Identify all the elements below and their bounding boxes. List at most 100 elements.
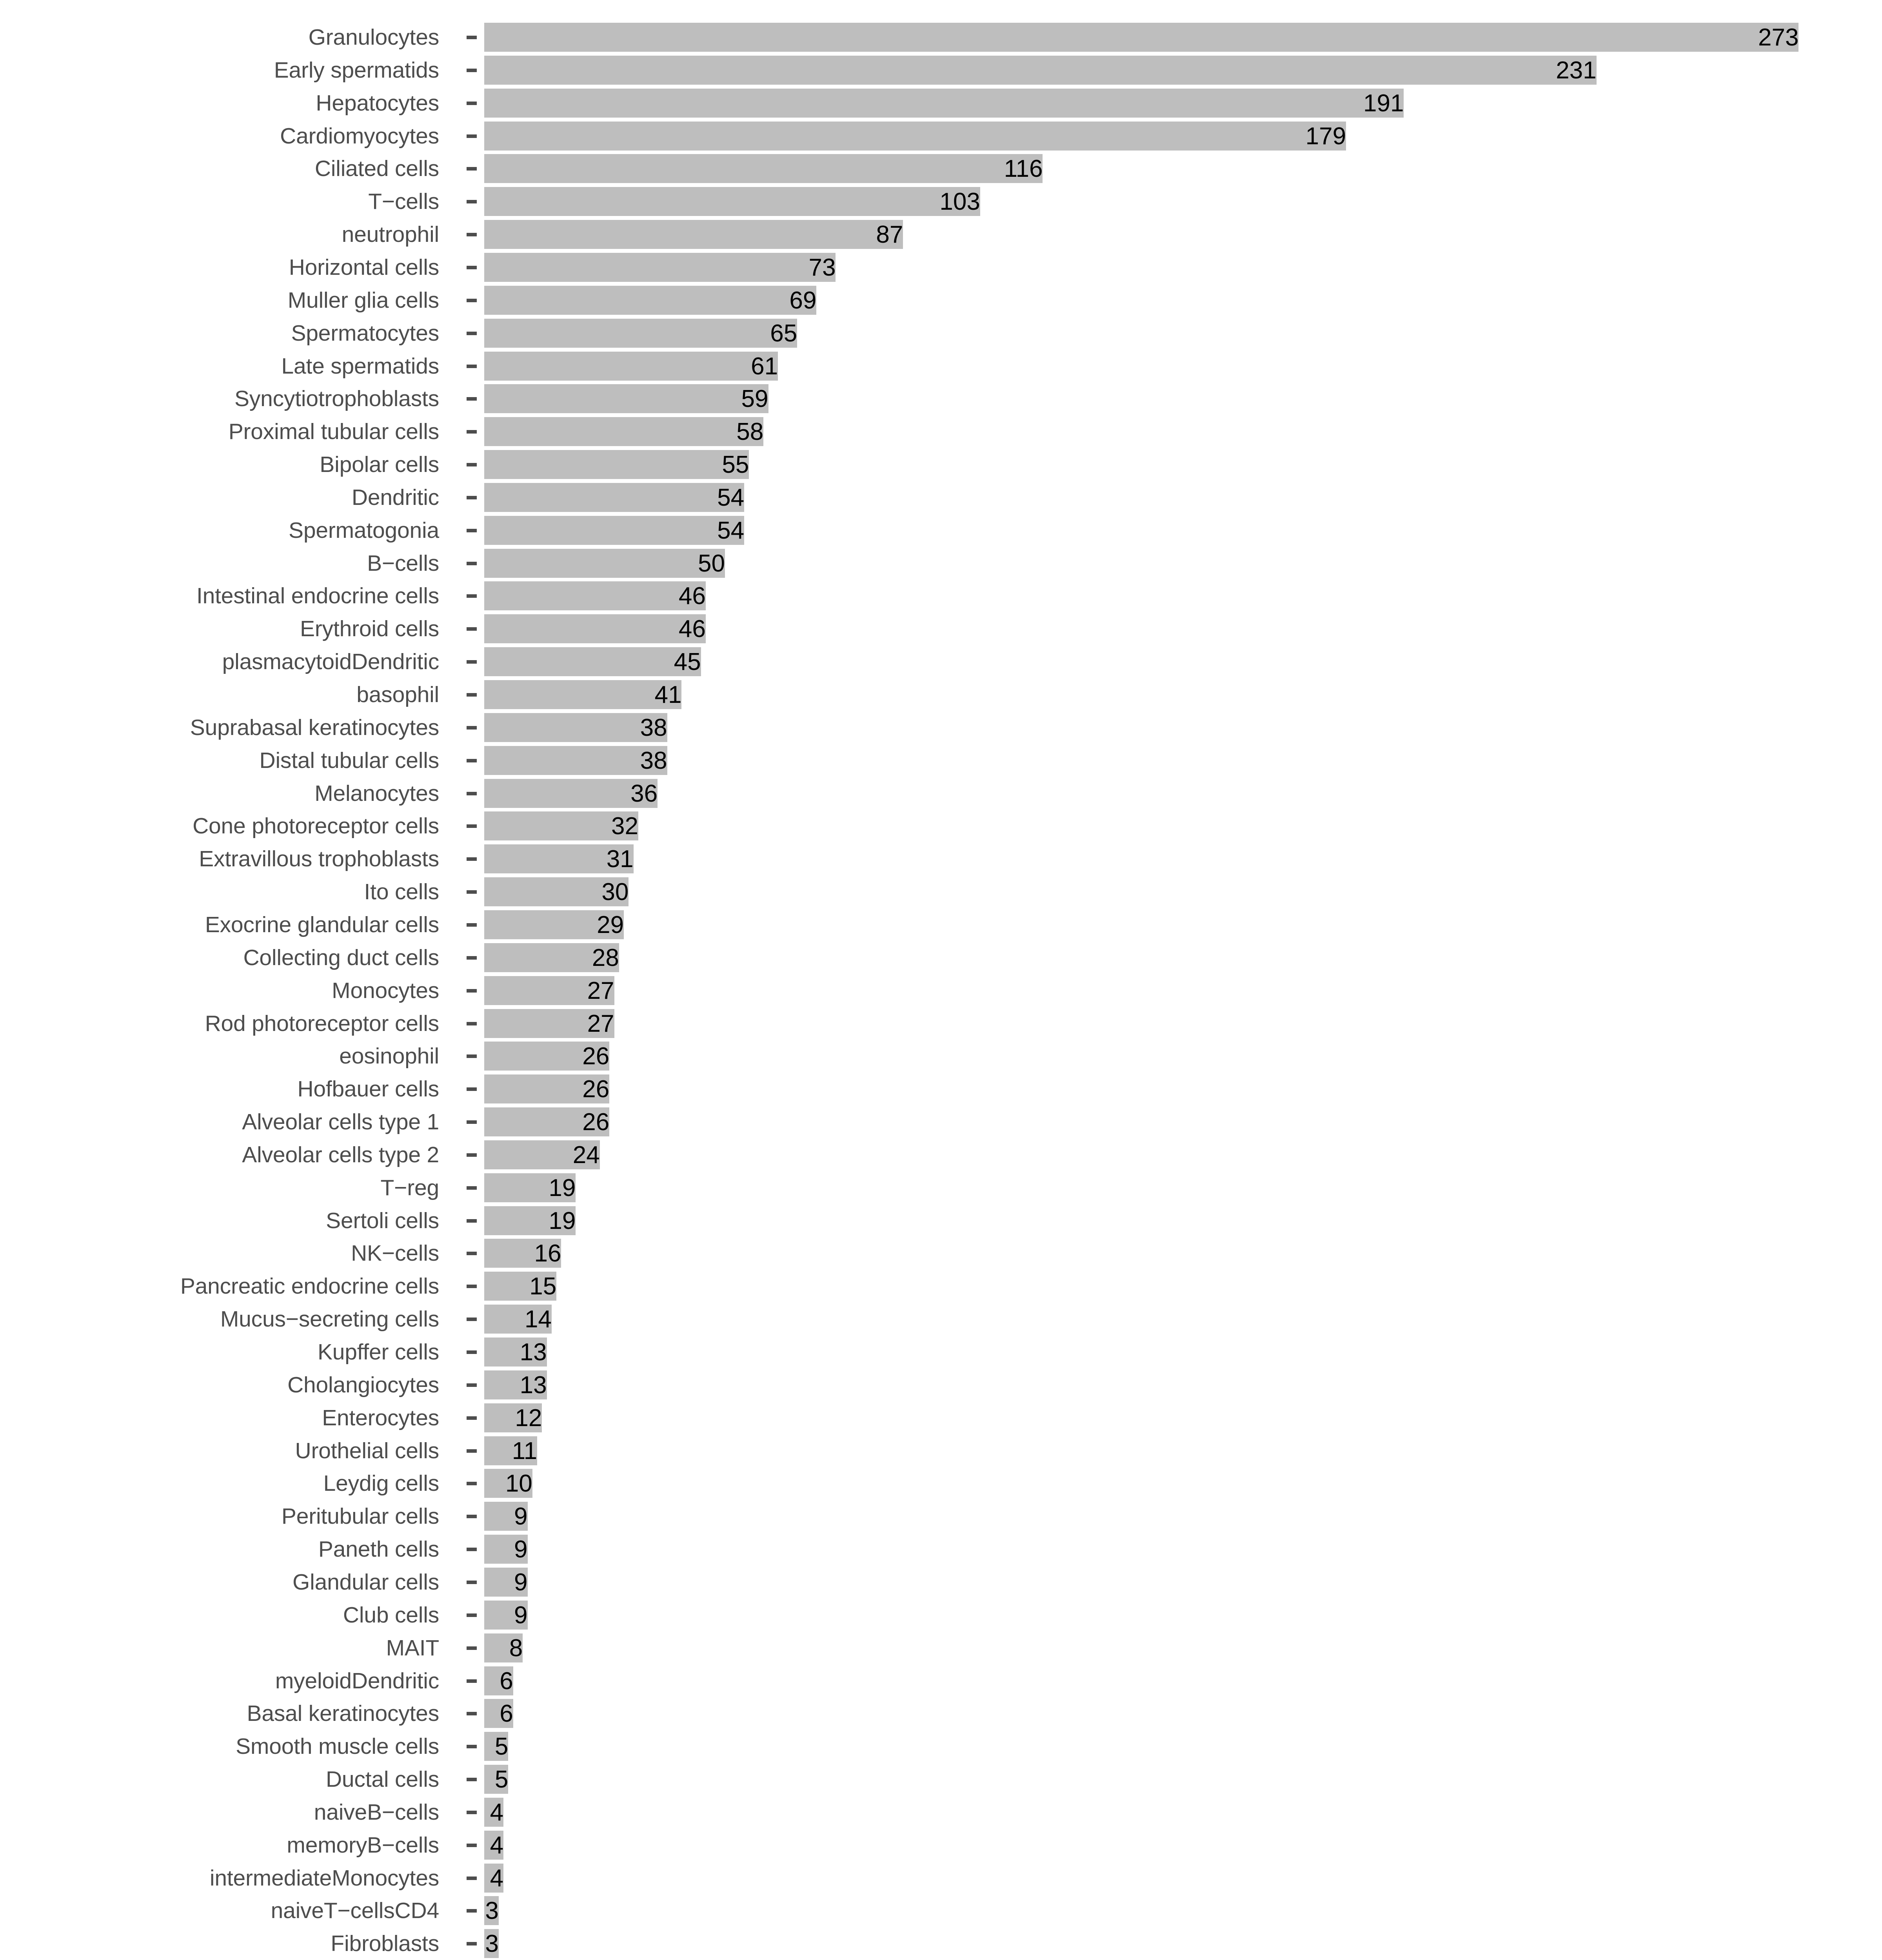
bar xyxy=(484,1338,547,1367)
y-axis-tick xyxy=(467,1778,477,1782)
category-label: Spermatogonia xyxy=(289,517,439,543)
bar-value-label: 65 xyxy=(770,319,797,347)
bar-value-label: 27 xyxy=(587,1010,614,1037)
bar-value-label: 38 xyxy=(640,714,667,741)
category-label: Alveolar cells type 2 xyxy=(242,1142,439,1167)
bar xyxy=(484,1173,576,1202)
bar xyxy=(484,614,706,644)
bar-value-label: 50 xyxy=(698,550,725,577)
bar-row: Syncytiotrophoblasts 59 xyxy=(0,384,1882,417)
bar xyxy=(484,88,1404,118)
category-label: naiveT−cellsCD4 xyxy=(271,1898,440,1924)
category-label: Club cells xyxy=(343,1602,439,1628)
category-label: Dendritic xyxy=(351,485,439,510)
bar xyxy=(484,55,1597,85)
bar-value-label: 27 xyxy=(587,977,614,1004)
bar xyxy=(484,1140,600,1169)
category-label: Late spermatids xyxy=(281,353,439,379)
y-axis-tick xyxy=(467,528,477,532)
bar-value-label: 231 xyxy=(1556,56,1597,84)
bar xyxy=(484,844,634,874)
bar-row: Horizontal cells 73 xyxy=(0,252,1882,286)
bar xyxy=(484,285,817,315)
y-axis-tick xyxy=(467,1285,477,1289)
bar xyxy=(484,1403,542,1432)
bar-value-label: 46 xyxy=(678,615,706,643)
y-axis-tick xyxy=(467,495,477,499)
bar xyxy=(484,1863,504,1893)
bar-row: Paneth cells 9 xyxy=(0,1535,1882,1568)
bar-value-label: 55 xyxy=(722,451,749,479)
y-axis-tick xyxy=(467,857,477,861)
y-axis-tick xyxy=(467,1843,477,1847)
bar-value-label: 19 xyxy=(549,1174,576,1201)
category-label: Leydig cells xyxy=(323,1471,440,1496)
bar-value-label: 73 xyxy=(808,254,836,281)
bar-value-label: 46 xyxy=(678,583,706,610)
y-axis-tick xyxy=(467,1087,477,1091)
bar xyxy=(484,1896,499,1926)
y-axis-tick xyxy=(467,1416,477,1420)
y-axis-tick xyxy=(467,1613,477,1617)
bar xyxy=(484,1699,513,1728)
category-label: eosinophil xyxy=(339,1044,439,1069)
bar-row: NK−cells 16 xyxy=(0,1239,1882,1272)
bar-row: Fibroblasts 3 xyxy=(0,1929,1882,1960)
category-label: plasmacytoidDendritic xyxy=(222,649,440,675)
category-label: Monocytes xyxy=(332,978,439,1003)
bar-value-label: 69 xyxy=(789,287,817,314)
bar xyxy=(484,1239,561,1268)
category-label: naiveB−cells xyxy=(314,1799,439,1825)
y-axis-tick xyxy=(467,200,477,204)
category-label: Bipolar cells xyxy=(320,452,439,477)
category-label: Fibroblasts xyxy=(331,1931,439,1956)
category-label: Pancreatic endocrine cells xyxy=(180,1274,439,1299)
bar-row: T−reg 19 xyxy=(0,1173,1882,1206)
y-axis-tick xyxy=(467,1350,477,1354)
bar-value-label: 10 xyxy=(505,1470,532,1497)
bar xyxy=(484,1600,528,1630)
bar-row: B−cells 50 xyxy=(0,548,1882,582)
y-axis-tick xyxy=(467,923,477,927)
bar-value-label: 273 xyxy=(1758,24,1799,51)
y-axis-tick xyxy=(467,36,477,39)
y-axis-tick xyxy=(467,1745,477,1749)
y-axis-tick xyxy=(467,1810,477,1814)
y-axis-tick xyxy=(467,1022,477,1025)
category-label: Spermatocytes xyxy=(291,320,439,346)
bar-value-label: 29 xyxy=(597,911,624,938)
bar-value-label: 4 xyxy=(490,1798,504,1826)
bar-row: Suprabasal keratinocytes 38 xyxy=(0,713,1882,746)
bar-value-label: 116 xyxy=(1004,155,1043,183)
bar-row: myeloidDendritic 6 xyxy=(0,1666,1882,1699)
bar-value-label: 58 xyxy=(736,418,764,446)
bar-row: Basal keratinocytes 6 xyxy=(0,1699,1882,1732)
y-axis-tick xyxy=(467,397,477,401)
bar-row: Enterocytes 12 xyxy=(0,1403,1882,1436)
bar xyxy=(484,154,1043,183)
bar-row: Cone photoreceptor cells 32 xyxy=(0,811,1882,844)
bar-row: eosinophil 26 xyxy=(0,1042,1882,1074)
bar xyxy=(484,384,768,414)
y-axis-tick xyxy=(467,134,477,138)
bar-value-label: 13 xyxy=(520,1371,547,1399)
bar-value-label: 13 xyxy=(520,1339,547,1366)
bar xyxy=(484,1797,504,1827)
bar xyxy=(484,746,667,775)
category-label: Kupffer cells xyxy=(317,1339,439,1365)
bar xyxy=(484,1830,504,1860)
bar-value-label: 191 xyxy=(1363,89,1404,117)
bar xyxy=(484,811,638,841)
bar-row: Collecting duct cells 28 xyxy=(0,943,1882,976)
bar xyxy=(484,1567,528,1597)
y-axis-tick xyxy=(467,1515,477,1519)
y-axis-tick xyxy=(467,1712,477,1716)
bar-value-label: 9 xyxy=(514,1601,528,1629)
category-label: MAIT xyxy=(386,1635,440,1661)
y-axis-tick xyxy=(467,68,477,72)
bar xyxy=(484,515,745,545)
bar-value-label: 24 xyxy=(572,1141,600,1169)
bar-value-label: 9 xyxy=(514,1568,528,1596)
category-label: Proximal tubular cells xyxy=(228,419,439,445)
y-axis-tick xyxy=(467,1219,477,1223)
